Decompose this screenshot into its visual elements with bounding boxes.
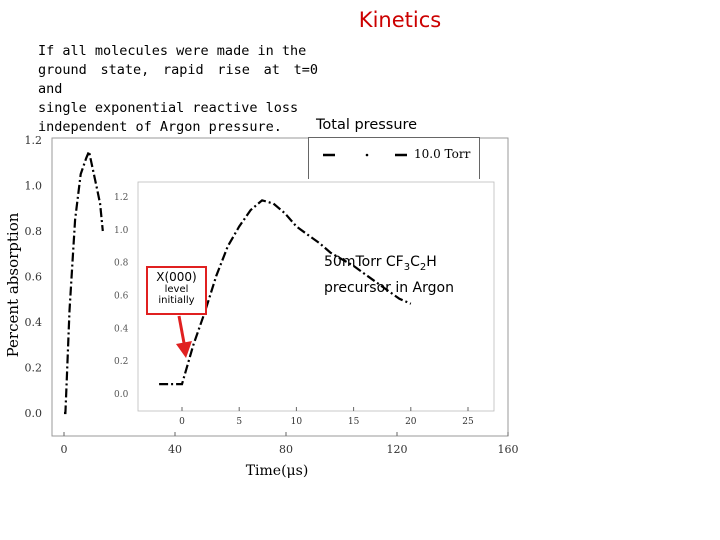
outer-x-tick-label: 40 <box>168 443 182 456</box>
paragraph-line: ground state, rapid rise at t=0 and <box>38 62 318 97</box>
inset-y-tick-label: 0.4 <box>114 324 129 334</box>
precursor-note-line1: 50mTorr CF3C2H <box>324 254 437 273</box>
inset-x-tick-label: 25 <box>462 417 474 427</box>
legend-box: 10.0 Torr <box>308 137 480 179</box>
annotation-line: initially <box>158 295 195 306</box>
inset-x-tick-label: 0 <box>179 417 185 427</box>
inset-y-tick-label: 0.2 <box>114 357 128 367</box>
initial-level-annotation: X(000) level initially <box>146 266 207 315</box>
outer-y-tick-label: 0.4 <box>25 316 43 329</box>
annotation-line: level <box>164 284 189 295</box>
outer-series-line <box>64 147 104 415</box>
inset-y-tick-label: 1.2 <box>114 193 128 203</box>
outer-y-tick-label: 0.0 <box>25 407 43 420</box>
precursor-note-line2: precursor in Argon <box>324 279 454 296</box>
total-pressure-label: Total pressure <box>316 117 418 133</box>
outer-x-tick-label: 0 <box>61 443 68 456</box>
legend-line-sample <box>323 153 407 157</box>
outer-x-tick-label: 120 <box>387 443 408 456</box>
outer-y-tick-label: 0.6 <box>25 271 43 284</box>
inset-x-tick-label: 10 <box>291 417 303 427</box>
inset-x-tick-label: 20 <box>405 417 417 427</box>
inset-y-tick-label: 0.0 <box>114 390 129 400</box>
paragraph-line: independent of Argon pressure. <box>38 119 282 135</box>
precursor-note: 50mTorr CF3C2H precursor in Argon <box>324 252 454 298</box>
inset-series-line <box>159 199 412 386</box>
description-paragraph: If all molecules were made in the ground… <box>38 42 318 137</box>
inset-y-tick-label: 0.6 <box>114 292 129 302</box>
outer-y-tick-label: 0.2 <box>25 362 43 375</box>
outer-x-tick-label: 160 <box>498 443 519 456</box>
legend-label: 10.0 Torr <box>414 147 471 161</box>
slide-title: Kinetics <box>358 8 442 32</box>
outer-x-tick-label: 80 <box>279 443 293 456</box>
inset-x-tick-label: 5 <box>236 417 242 427</box>
paragraph-line: single exponential reactive loss <box>38 100 299 116</box>
arrow-shaft <box>177 315 186 344</box>
arrow-head-icon <box>176 341 192 358</box>
x-axis-label: Time(μs) <box>246 463 309 479</box>
outer-y-tick-label: 1.0 <box>25 180 43 193</box>
outer-plot-frame <box>51 137 509 437</box>
y-axis-label: Percent absorption <box>4 212 22 357</box>
inset-x-tick-label: 15 <box>348 417 360 427</box>
outer-y-tick-label: 0.8 <box>25 225 43 238</box>
outer-y-tick-label: 1.2 <box>25 134 43 147</box>
paragraph-line: If all molecules were made in the <box>38 43 307 59</box>
inset-y-tick-label: 0.8 <box>114 259 129 269</box>
inset-y-tick-label: 1.0 <box>114 226 129 236</box>
annotation-line: X(000) <box>156 270 197 284</box>
